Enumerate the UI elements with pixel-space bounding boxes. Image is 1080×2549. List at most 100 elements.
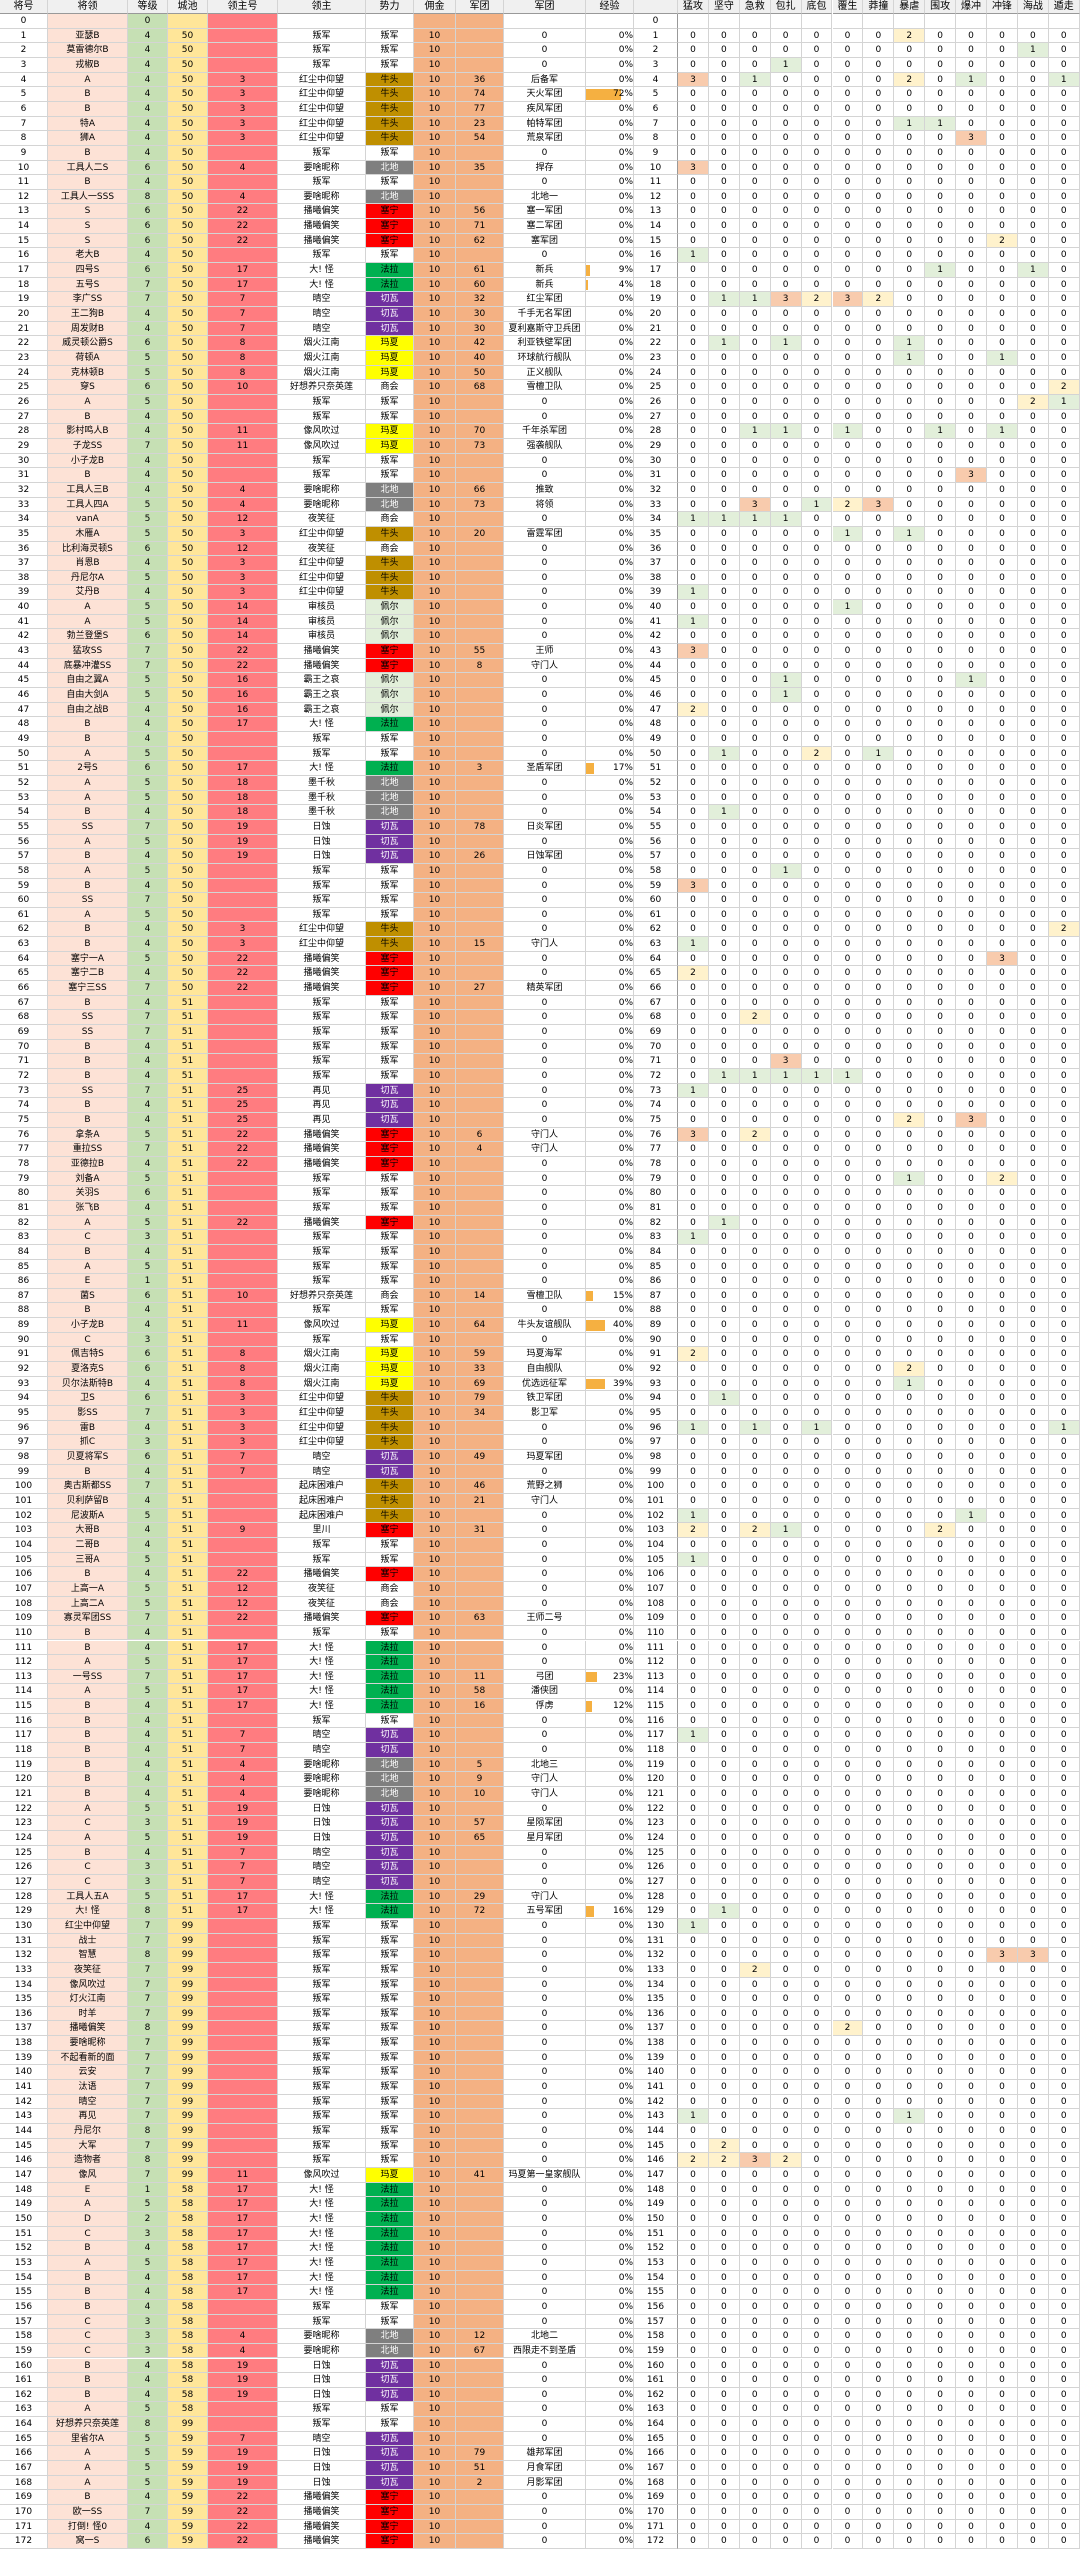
cell-legion-id[interactable] (456, 2534, 504, 2549)
cell-general[interactable]: 五号S (48, 277, 128, 293)
cell-skill[interactable]: 0 (739, 1596, 771, 1612)
cell-level[interactable]: 4 (128, 1464, 168, 1480)
cell-skill[interactable]: 0 (987, 72, 1018, 88)
cell-skill[interactable]: 0 (801, 922, 833, 938)
cell-level[interactable]: 4 (128, 922, 168, 938)
cell-legion-id[interactable]: 14 (456, 1288, 504, 1304)
cell-lord-id[interactable]: 11 (208, 438, 278, 454)
cell-skill[interactable]: 0 (1017, 1435, 1049, 1450)
cell-skill[interactable]: 0 (708, 1318, 740, 1333)
cell-lord[interactable]: 红尘中仰望 (278, 131, 366, 146)
cell-exp[interactable]: 0% (586, 1625, 634, 1641)
cell-skill[interactable]: 0 (987, 2285, 1018, 2300)
cell-skill[interactable]: 0 (739, 1874, 771, 1890)
cell-index[interactable]: 116 (634, 1713, 678, 1729)
cell-skill[interactable]: 1 (925, 424, 957, 439)
cell-city[interactable]: 99 (168, 1977, 208, 1993)
cell-skill[interactable]: 0 (801, 116, 833, 132)
cell-skill[interactable]: 0 (739, 1772, 771, 1788)
cell-skill[interactable]: 0 (678, 1889, 709, 1905)
cell-exp[interactable]: 0% (586, 2241, 634, 2256)
cell-faction[interactable]: 叛军 (366, 2006, 414, 2022)
cell-index[interactable]: 172 (634, 2534, 678, 2549)
cell-skill[interactable]: 0 (1048, 556, 1080, 571)
cell-legion-id[interactable] (456, 907, 504, 923)
cell-skill[interactable]: 0 (739, 907, 771, 923)
cell-legion-id[interactable] (456, 556, 504, 571)
cell-id[interactable]: 49 (0, 732, 48, 747)
cell-lord-id[interactable]: 4 (208, 2329, 278, 2344)
cell-skill[interactable]: 0 (956, 1376, 987, 1392)
cell-lord-id[interactable]: 3 (208, 101, 278, 117)
cell-legion-id[interactable]: 4 (456, 1142, 504, 1157)
cell-id[interactable]: 135 (0, 1992, 48, 2007)
cell-legion-id[interactable]: 31 (456, 1523, 504, 1538)
cell-id[interactable]: 129 (0, 1904, 48, 1919)
cell-exp[interactable]: 0% (586, 937, 634, 952)
cell-skill[interactable]: 0 (894, 937, 926, 952)
cell-city[interactable]: 99 (168, 2168, 208, 2183)
cell-skill[interactable]: 0 (1048, 1523, 1080, 1538)
cell-exp[interactable]: 0% (586, 2343, 634, 2359)
cell-skill[interactable]: 0 (894, 1215, 926, 1231)
cell-skill[interactable]: 0 (708, 101, 740, 117)
cell-skill[interactable]: 0 (863, 951, 895, 967)
cell-wage[interactable]: 10 (414, 43, 456, 58)
cell-skill[interactable]: 0 (894, 1274, 926, 1289)
cell-lord[interactable]: 播曦偏笑 (278, 219, 366, 234)
cell-skill[interactable]: 0 (801, 878, 833, 894)
cell-faction[interactable]: 法拉 (366, 1640, 414, 1656)
cell-skill[interactable]: 0 (894, 1743, 926, 1758)
cell-skill[interactable]: 0 (739, 2343, 771, 2359)
cell-legion-id[interactable] (456, 1069, 504, 1084)
cell-legion[interactable]: 0 (504, 1640, 586, 1656)
cell-exp[interactable]: 0% (586, 1274, 634, 1289)
cell-wage[interactable]: 10 (414, 2036, 456, 2051)
cell-legion-id[interactable] (456, 1083, 504, 1099)
cell-skill[interactable]: 0 (832, 1904, 864, 1919)
cell-legion[interactable]: 0 (504, 409, 586, 425)
cell-city[interactable]: 99 (168, 1948, 208, 1963)
cell-skill[interactable]: 0 (770, 1699, 802, 1714)
cell-faction[interactable]: 切瓦 (366, 1112, 414, 1128)
cell-id[interactable]: 132 (0, 1948, 48, 1963)
cell-level[interactable]: 7 (128, 2065, 168, 2081)
cell-skill[interactable]: 0 (1017, 2417, 1049, 2432)
cell-exp[interactable]: 0% (586, 995, 634, 1011)
cell-skill[interactable]: 0 (1017, 1537, 1049, 1553)
cell-id[interactable]: 59 (0, 878, 48, 894)
cell-skill[interactable]: 0 (1017, 2153, 1049, 2168)
cell-legion[interactable]: 0 (504, 1200, 586, 1216)
cell-exp[interactable]: 0% (586, 2358, 634, 2374)
cell-skill[interactable]: 0 (956, 2285, 987, 2300)
cell-lord-id[interactable] (208, 907, 278, 923)
cell-wage[interactable]: 10 (414, 570, 456, 586)
cell-skill[interactable]: 0 (678, 2446, 709, 2462)
cell-skill[interactable]: 0 (894, 2050, 926, 2066)
cell-skill[interactable]: 0 (678, 981, 709, 996)
cell-skill[interactable]: 0 (925, 2109, 957, 2125)
cell-id[interactable]: 103 (0, 1523, 48, 1538)
cell-skill[interactable]: 0 (739, 1684, 771, 1700)
cell-skill[interactable]: 0 (678, 307, 709, 322)
cell-skill[interactable]: 0 (1048, 248, 1080, 264)
cell-skill[interactable]: 0 (1048, 2461, 1080, 2476)
cell-legion[interactable]: 0 (504, 1523, 586, 1538)
cell-id[interactable]: 152 (0, 2241, 48, 2256)
cell-skill[interactable]: 0 (925, 2241, 957, 2256)
cell-general[interactable]: 刘备A (48, 1171, 128, 1187)
cell-faction[interactable]: 商会 (366, 1596, 414, 1612)
cell-legion[interactable]: 牛头友谊舰队 (504, 1318, 586, 1333)
cell-skill[interactable]: 0 (1017, 101, 1049, 117)
cell-index[interactable]: 78 (634, 1156, 678, 1172)
cell-lord[interactable]: 叛军 (278, 2153, 366, 2168)
cell-skill[interactable]: 0 (708, 307, 740, 322)
cell-skill[interactable]: 0 (678, 1977, 709, 1993)
cell-legion-id[interactable] (456, 673, 504, 689)
cell-general[interactable]: E (48, 1274, 128, 1289)
cell-skill[interactable]: 0 (987, 775, 1018, 791)
cell-skill[interactable]: 0 (863, 307, 895, 322)
cell-level[interactable]: 5 (128, 673, 168, 689)
cell-skill[interactable]: 0 (1048, 1406, 1080, 1421)
cell-index[interactable]: 88 (634, 1303, 678, 1319)
